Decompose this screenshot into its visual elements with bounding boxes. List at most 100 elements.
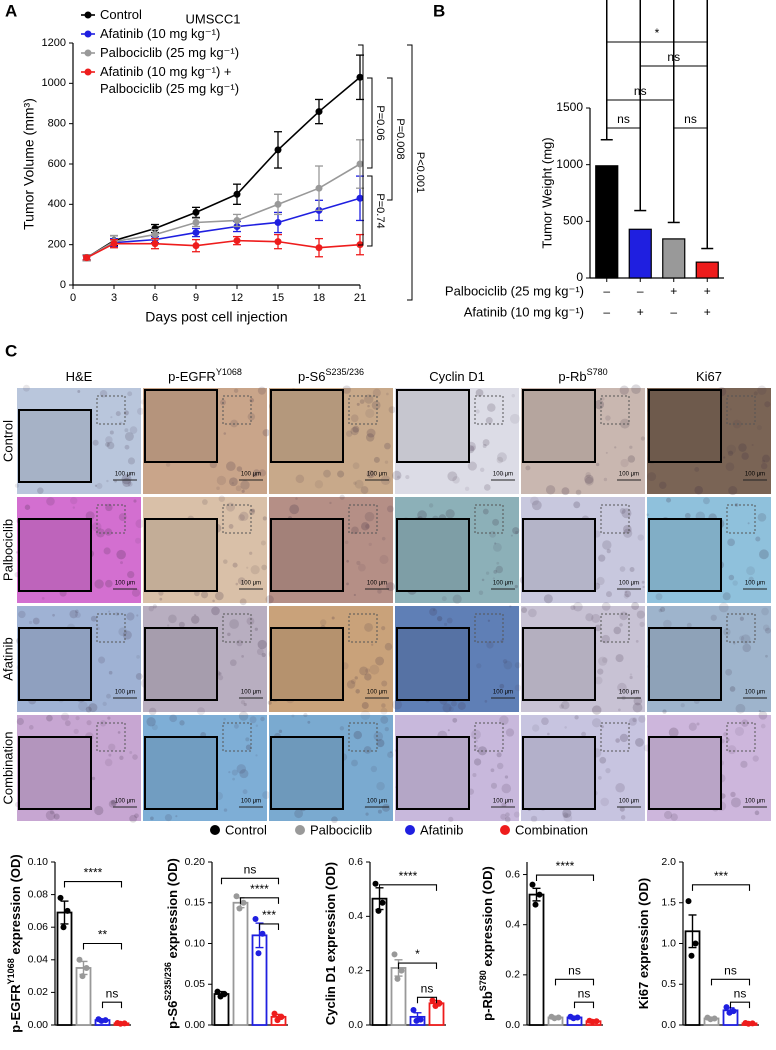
texture	[504, 816, 511, 823]
texture	[619, 733, 629, 743]
texture	[105, 442, 110, 447]
texture	[739, 635, 745, 641]
treatment-sign: +	[637, 305, 644, 319]
data-point	[432, 1002, 439, 1009]
texture	[605, 768, 611, 774]
texture	[561, 487, 570, 496]
texture	[470, 445, 476, 451]
texture	[585, 613, 594, 622]
y-axis-label-part: p-EGFR	[8, 984, 23, 1033]
data-point	[259, 930, 266, 937]
significance-bracket	[673, 127, 708, 135]
texture	[597, 775, 602, 780]
treatment-sign: +	[704, 305, 711, 319]
texture	[545, 485, 556, 495]
scale-bar-label: 100 μm	[241, 799, 261, 805]
texture	[764, 401, 771, 408]
inset	[522, 627, 596, 701]
scale-bar-label: 100 μm	[493, 581, 513, 587]
texture	[350, 679, 356, 685]
texture	[360, 522, 370, 531]
y-tick-label: 0.2	[505, 969, 520, 981]
treatment-sign: –	[637, 284, 644, 298]
texture	[267, 700, 272, 705]
texture	[236, 639, 243, 647]
texture	[758, 710, 761, 713]
texture	[110, 799, 117, 806]
legend-label: Control	[225, 822, 267, 837]
chart-title: UMSCC1	[186, 11, 241, 26]
texture	[531, 500, 542, 511]
data-point	[83, 964, 90, 971]
texture	[386, 505, 394, 513]
texture	[239, 598, 247, 606]
texture	[485, 571, 490, 575]
texture	[331, 816, 338, 824]
texture	[596, 576, 605, 586]
inset	[270, 627, 344, 701]
scale-bar-label: 100 μm	[619, 799, 639, 805]
y-tick-label: 1200	[42, 37, 66, 49]
texture	[151, 724, 158, 731]
texture	[355, 689, 360, 694]
micrograph: 100 μm	[16, 606, 143, 713]
series-line	[86, 239, 361, 259]
texture	[37, 487, 44, 494]
y-tick-label: 1000	[42, 77, 66, 89]
legend-label: Afatinib (10 mg kg⁻¹)	[100, 26, 221, 41]
column-header: Cyclin D1	[429, 369, 485, 384]
micrograph: 100 μm	[143, 495, 268, 606]
legend-label: Afatinib	[420, 822, 463, 837]
data-point	[117, 1020, 124, 1027]
texture	[240, 480, 250, 490]
texture	[639, 621, 645, 628]
scale-bar-label: 100 μm	[745, 799, 765, 805]
texture	[303, 712, 308, 718]
significance-label: ns	[568, 964, 581, 978]
texture	[500, 472, 505, 477]
texture	[134, 813, 139, 819]
texture	[619, 611, 629, 621]
texture	[521, 607, 528, 614]
texture	[377, 809, 382, 814]
texture	[90, 615, 97, 622]
texture	[602, 540, 612, 550]
scale-bar-label: 100 μm	[619, 581, 639, 587]
texture	[381, 680, 388, 687]
texture	[370, 765, 378, 773]
data-point	[707, 1016, 714, 1023]
texture	[32, 617, 40, 625]
micrograph: 100 μm	[521, 601, 645, 715]
micrograph: 100 μm	[392, 605, 522, 713]
scale-bar-label: 100 μm	[619, 690, 639, 696]
texture	[360, 710, 371, 721]
panel-label: C	[5, 341, 17, 360]
legend-item: Control	[80, 6, 272, 23]
texture	[228, 523, 234, 529]
texture	[115, 411, 121, 417]
texture	[18, 610, 26, 619]
y-axis-label: Cyclin D1 expression (OD)	[323, 862, 338, 1025]
texture	[122, 630, 132, 640]
y-axis-label-part: Cyclin D1 expression (OD)	[323, 862, 338, 1025]
inset	[144, 518, 218, 592]
column-header: p-RbS780	[558, 367, 607, 384]
p-value: P=0.008	[394, 118, 406, 159]
texture	[260, 540, 266, 546]
data-point	[379, 899, 386, 906]
texture	[591, 705, 602, 715]
micrograph: 100 μm	[521, 384, 646, 496]
texture	[236, 764, 247, 774]
y-tick-label: 400	[48, 198, 66, 210]
texture	[73, 728, 79, 735]
texture	[52, 613, 55, 617]
zoom-region	[222, 722, 252, 752]
significance-label: ns	[106, 986, 119, 1000]
texture	[159, 597, 163, 601]
texture	[640, 436, 646, 441]
texture	[432, 608, 436, 612]
row-label: Palbociclib	[0, 519, 15, 581]
texture	[364, 673, 372, 681]
inset	[396, 518, 470, 592]
significance-bracket	[639, 65, 708, 73]
